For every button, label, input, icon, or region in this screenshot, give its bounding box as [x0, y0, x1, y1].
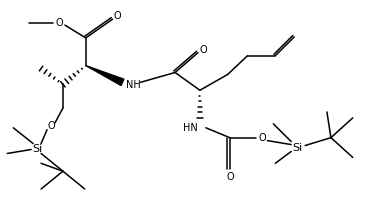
Text: O: O — [55, 18, 63, 28]
Text: O: O — [114, 11, 121, 21]
Text: Si: Si — [32, 145, 42, 154]
Text: NH: NH — [126, 80, 141, 90]
Text: O: O — [259, 133, 266, 143]
Text: HN: HN — [183, 123, 197, 133]
Text: O: O — [199, 45, 207, 55]
Text: Si: Si — [292, 143, 302, 152]
Text: O: O — [47, 121, 55, 131]
Text: O: O — [227, 172, 234, 182]
Polygon shape — [86, 66, 124, 86]
